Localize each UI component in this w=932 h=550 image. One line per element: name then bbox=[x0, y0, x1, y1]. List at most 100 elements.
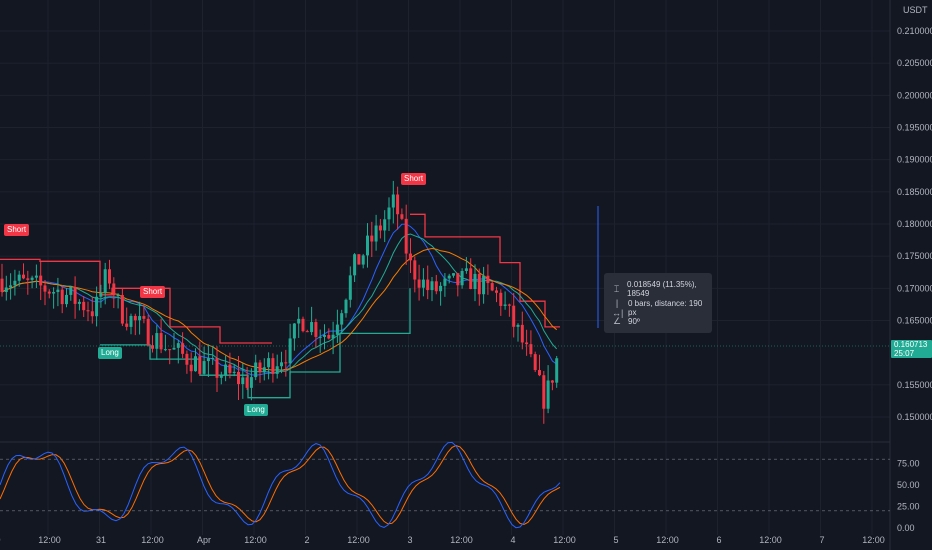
candle-body bbox=[39, 275, 43, 286]
time-tick-label: 0 bbox=[0, 535, 1, 545]
oscillator-tick-label: 50.00 bbox=[897, 480, 920, 490]
candle-body bbox=[86, 310, 90, 312]
candle-body bbox=[30, 277, 34, 280]
candle-body bbox=[447, 275, 451, 279]
price-axis: 0.210000 0.205000 0.200000 0.195000 0.190000… bbox=[897, 26, 932, 422]
candle-body bbox=[280, 362, 283, 367]
candle-body bbox=[404, 218, 408, 254]
candle-body bbox=[254, 362, 258, 378]
candle-body bbox=[120, 295, 124, 324]
moving-average-lines bbox=[1, 223, 558, 376]
candle-body bbox=[129, 315, 133, 327]
price-tick-label: 0.150000 bbox=[897, 412, 932, 422]
candle-body bbox=[202, 361, 206, 374]
measure-angle: 90º bbox=[628, 317, 640, 326]
candle-body bbox=[90, 311, 94, 317]
price-tick-label: 0.175000 bbox=[897, 251, 932, 261]
stochastic-oscillator bbox=[0, 441, 561, 529]
candle-body bbox=[194, 356, 197, 372]
candle-body bbox=[103, 269, 107, 293]
candle-body bbox=[65, 294, 68, 305]
candle-body bbox=[301, 318, 305, 332]
candle-body bbox=[409, 253, 412, 261]
candle-body bbox=[82, 301, 86, 311]
candle-body bbox=[318, 336, 322, 338]
candle-body bbox=[550, 380, 554, 383]
candle-body bbox=[400, 214, 404, 219]
candle-body bbox=[486, 275, 490, 284]
candle-body bbox=[176, 343, 180, 348]
price-tick-label: 0.190000 bbox=[897, 155, 932, 165]
candle-body bbox=[4, 287, 8, 292]
candle-body bbox=[232, 371, 236, 373]
candle-body bbox=[477, 273, 481, 295]
candle-body bbox=[370, 235, 374, 242]
signal-short: Short bbox=[401, 173, 427, 185]
candle-body bbox=[163, 349, 167, 351]
candle-body bbox=[151, 345, 154, 349]
candle-body bbox=[168, 349, 172, 351]
candle-body bbox=[284, 362, 288, 364]
mid-ma-line bbox=[1, 233, 558, 374]
candle-body bbox=[314, 322, 318, 337]
candle-body bbox=[172, 347, 176, 350]
grid bbox=[0, 0, 891, 550]
candle-body bbox=[224, 364, 228, 376]
candle-body bbox=[456, 273, 460, 286]
candle-body bbox=[490, 283, 494, 291]
candle-body bbox=[181, 343, 185, 354]
candle-body bbox=[348, 275, 352, 300]
candle-body bbox=[262, 367, 266, 373]
candle-body bbox=[99, 292, 103, 297]
candle-body bbox=[473, 273, 477, 289]
candle-body bbox=[142, 316, 146, 319]
candle-body bbox=[116, 295, 120, 297]
price-range-icon: ⌶ bbox=[613, 283, 620, 294]
candle-body bbox=[555, 358, 559, 383]
signal-long: Long bbox=[98, 347, 122, 359]
candle-body bbox=[443, 278, 447, 286]
candle-body bbox=[344, 299, 348, 314]
candle-body bbox=[507, 304, 511, 306]
candle-body bbox=[366, 235, 369, 256]
signal-short: Short bbox=[4, 224, 30, 236]
candle-body bbox=[439, 285, 443, 292]
candle-body bbox=[9, 285, 13, 288]
candle-body bbox=[47, 291, 51, 294]
candle-body bbox=[546, 380, 550, 409]
candle-body bbox=[198, 356, 202, 374]
candle-body bbox=[77, 301, 81, 304]
candle-body bbox=[529, 344, 533, 355]
candle-body bbox=[340, 313, 344, 325]
slow-ma-line bbox=[1, 247, 558, 371]
time-tick-label: 12:00 bbox=[759, 535, 782, 545]
candle-body bbox=[323, 335, 326, 337]
price-tick-label: 0.170000 bbox=[897, 283, 932, 293]
candle-body bbox=[228, 364, 232, 373]
candle-body bbox=[331, 334, 335, 339]
stoch-k-line bbox=[0, 441, 561, 529]
candle-body bbox=[34, 275, 38, 278]
measure-tooltip: ⌶ 0.018549 (11.35%), 18549 |↔| 0 bars, d… bbox=[604, 273, 712, 333]
candle-body bbox=[387, 207, 391, 220]
candle-body bbox=[237, 371, 240, 385]
candle-body bbox=[516, 324, 520, 327]
time-tick-label: 3 bbox=[407, 535, 412, 545]
candle-body bbox=[22, 274, 25, 279]
time-tick-label: 7 bbox=[819, 535, 824, 545]
candle-body bbox=[249, 377, 253, 388]
candle-body bbox=[353, 254, 357, 276]
candle-body bbox=[185, 353, 189, 365]
time-tick-label: 12:00 bbox=[656, 535, 679, 545]
oscillator-tick-label: 25.00 bbox=[897, 502, 920, 512]
measure-range: 0.018549 (11.35%), 18549 bbox=[627, 280, 697, 298]
candle-body bbox=[138, 316, 142, 321]
candle-body bbox=[133, 315, 137, 321]
candle-body bbox=[52, 292, 56, 294]
candle-body bbox=[512, 305, 516, 327]
bars-distance-icon: |↔| bbox=[612, 298, 624, 318]
candle-body bbox=[361, 255, 365, 265]
candle-body bbox=[60, 289, 64, 305]
candle-body bbox=[215, 358, 219, 378]
